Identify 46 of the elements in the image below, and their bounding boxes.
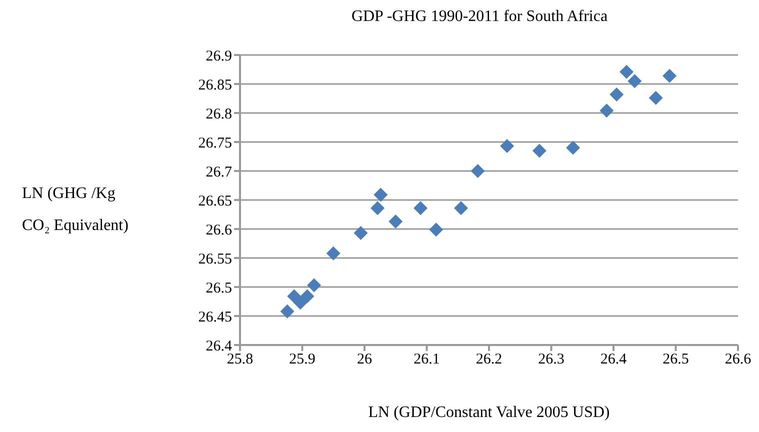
point: [287, 289, 302, 304]
point: [620, 64, 634, 79]
point: [566, 140, 580, 155]
point: [470, 164, 485, 178]
x-tick-label: 26.1: [414, 352, 440, 368]
point: [429, 222, 444, 237]
y-tick-label: 26.65: [198, 193, 232, 210]
x-tick-label: 26.2: [476, 352, 502, 368]
y-tick-label: 26.75: [198, 135, 232, 152]
point: [326, 246, 340, 260]
point: [414, 201, 428, 216]
y-axis-title: LN (GHG /Kg CO₂ Equivalent): [22, 184, 130, 236]
point: [374, 188, 388, 202]
point: [293, 296, 308, 310]
y-tick-label: 26.4: [206, 338, 232, 354]
y-tick-label: 26.6: [206, 222, 232, 238]
y-tick-label: 26.9: [206, 48, 232, 64]
x-tick-label: 26: [357, 352, 372, 368]
x-tick-label: 26.5: [662, 352, 689, 368]
x-tick-label: 26.6: [724, 352, 752, 368]
chart-title: GDP -GHG 1990-2011 for South Africa: [350, 8, 609, 26]
point: [300, 289, 314, 304]
y-tick-label: 26.5: [206, 280, 232, 296]
y-tick-label: 26.8: [206, 106, 232, 122]
point: [662, 68, 677, 83]
y-tick-label: 26.45: [198, 309, 232, 326]
x-tick-label: 26.3: [538, 352, 564, 368]
point: [354, 226, 368, 240]
x-tick-label: 25.8: [226, 352, 254, 368]
x-tick-label: 26.4: [600, 352, 628, 368]
point: [600, 104, 614, 118]
x-axis-title: LN (GDP/Constant Valve 2005 USD): [367, 404, 611, 422]
point: [307, 278, 322, 292]
point: [610, 87, 624, 102]
y-tick-label: 26.7: [206, 164, 232, 180]
point: [280, 304, 294, 318]
point: [532, 144, 546, 158]
y-tick-label: 26.85: [198, 77, 232, 94]
y-tick-label: 26.55: [198, 251, 232, 268]
point: [370, 201, 385, 216]
point: [648, 90, 663, 105]
x-tick-label: 25.9: [289, 352, 316, 368]
point: [454, 201, 468, 216]
point: [388, 214, 403, 228]
point: [628, 74, 642, 88]
point: [500, 139, 514, 154]
